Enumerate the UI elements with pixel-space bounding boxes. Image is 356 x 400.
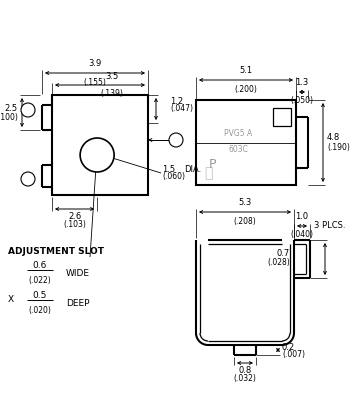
Text: 4.8: 4.8 [327,133,340,142]
Text: (.155): (.155) [84,78,106,87]
Text: (.050): (.050) [290,96,314,105]
Text: 3 PLCS.: 3 PLCS. [314,220,346,230]
Text: 0.7: 0.7 [277,250,290,258]
Text: 603C: 603C [228,145,248,154]
Text: P: P [208,158,216,172]
Text: 1.3: 1.3 [295,78,309,87]
Circle shape [21,103,35,117]
Text: 0.5: 0.5 [33,292,47,300]
Text: (.040): (.040) [290,230,314,239]
Text: (.022): (.022) [28,276,51,284]
Text: (.100): (.100) [0,113,18,122]
Bar [196,100,296,185]
Text: (.139): (.139) [100,89,124,98]
Text: 5.1: 5.1 [240,66,252,75]
Text: 2.5: 2.5 [5,104,18,113]
Text: 3: 3 [25,174,31,184]
Bar [273,108,291,126]
Text: 5.3: 5.3 [239,198,252,207]
Text: X: X [8,296,14,304]
Text: WIDE: WIDE [66,268,90,278]
Circle shape [80,138,114,172]
Text: (.020): (.020) [28,306,51,314]
Text: 1: 1 [25,106,31,114]
Text: 3.9: 3.9 [88,59,101,68]
Text: 1.0: 1.0 [295,212,309,221]
Text: (.208): (.208) [234,217,256,226]
Circle shape [169,133,183,147]
Text: (.032): (.032) [234,374,256,383]
Text: (.028): (.028) [267,258,290,268]
Text: (.007): (.007) [282,350,305,360]
Text: ADJUSTMENT SLOT: ADJUSTMENT SLOT [8,248,104,256]
Text: (.200): (.200) [235,85,257,94]
Text: DEEP: DEEP [66,298,89,308]
Circle shape [21,172,35,186]
Text: 0.6: 0.6 [33,262,47,270]
Text: (.103): (.103) [63,220,86,229]
Bar [52,95,148,195]
Text: 2.6: 2.6 [68,212,81,221]
Text: PVG5 A: PVG5 A [224,130,252,138]
Text: 1.2: 1.2 [170,96,183,106]
Text: 3.5: 3.5 [105,72,119,81]
Text: (.190): (.190) [327,143,350,152]
Text: (.060): (.060) [162,172,185,182]
Text: (.047): (.047) [170,104,193,114]
Text: 1.5: 1.5 [162,164,175,174]
Text: 0.2: 0.2 [282,342,295,352]
Text: Ⓑ: Ⓑ [204,166,212,180]
Text: DIA.: DIA. [184,164,201,174]
Text: 2: 2 [173,136,179,144]
Text: 0.8: 0.8 [239,366,252,375]
